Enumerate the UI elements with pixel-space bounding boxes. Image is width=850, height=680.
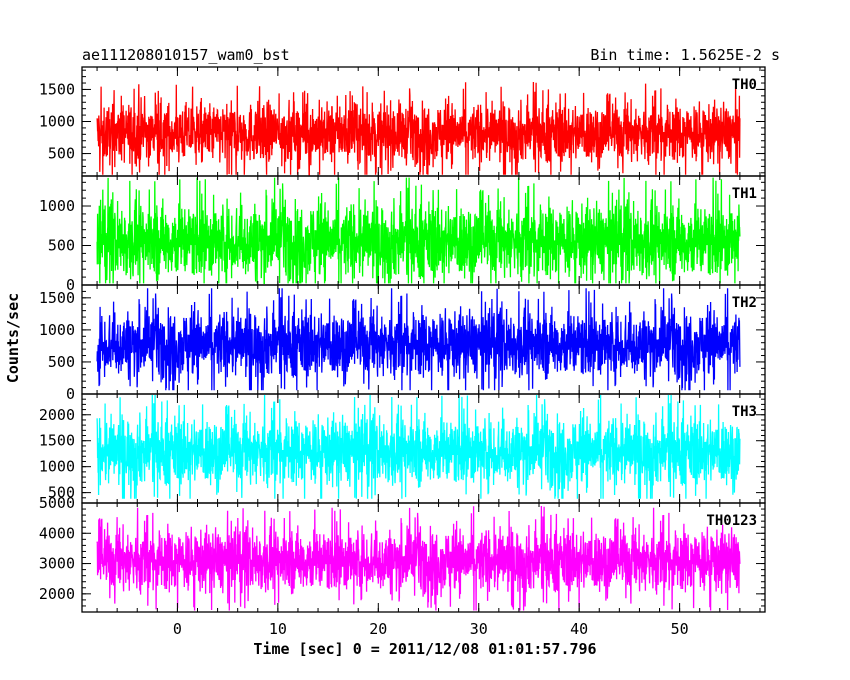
x-tick-label: 10 <box>269 620 287 638</box>
y-tick-label: 500 <box>48 237 75 255</box>
y-tick-label: 500 <box>48 353 75 371</box>
series-th1 <box>96 177 741 285</box>
x-tick-label: 0 <box>173 620 182 638</box>
y-tick-label: 5000 <box>39 494 75 512</box>
series-th2 <box>96 288 741 391</box>
y-tick-label: 2000 <box>39 585 75 603</box>
x-axis-label: Time [sec] 0 = 2011/12/08 01:01:57.796 <box>253 640 596 658</box>
y-tick-label: 0 <box>66 276 75 294</box>
y-tick-label: 1500 <box>39 432 75 450</box>
x-tick-label: 30 <box>470 620 488 638</box>
panel-label-th0123: TH0123 <box>706 513 757 529</box>
y-tick-label: 1500 <box>39 289 75 307</box>
panel-label-th0: TH0 <box>732 77 757 93</box>
panel-label-th2: TH2 <box>732 295 757 311</box>
series-th0 <box>96 81 741 176</box>
y-axis-label: Counts/sec <box>4 293 22 383</box>
panel-label-th3: TH3 <box>732 404 757 420</box>
y-tick-label: 500 <box>48 145 75 163</box>
y-tick-label: 1000 <box>39 321 75 339</box>
x-tick-label: 40 <box>570 620 588 638</box>
y-tick-label: 2000 <box>39 406 75 424</box>
y-tick-label: 1000 <box>39 458 75 476</box>
x-tick-label: 20 <box>369 620 387 638</box>
bin-time-label: Bin time: 1.5625E-2 s <box>590 46 780 64</box>
y-tick-label: 0 <box>66 385 75 403</box>
chart-title: ae111208010157_wam0_bst <box>82 46 290 64</box>
series-th0123 <box>96 505 741 611</box>
y-tick-label: 1000 <box>39 113 75 131</box>
y-tick-label: 1500 <box>39 80 75 98</box>
series-th3 <box>96 394 741 499</box>
y-tick-label: 1000 <box>39 197 75 215</box>
y-tick-label: 500 <box>48 484 75 502</box>
y-tick-label: 4000 <box>39 524 75 542</box>
x-tick-label: 50 <box>671 620 689 638</box>
y-tick-label: 3000 <box>39 555 75 573</box>
panel-label-th1: TH1 <box>732 186 757 202</box>
